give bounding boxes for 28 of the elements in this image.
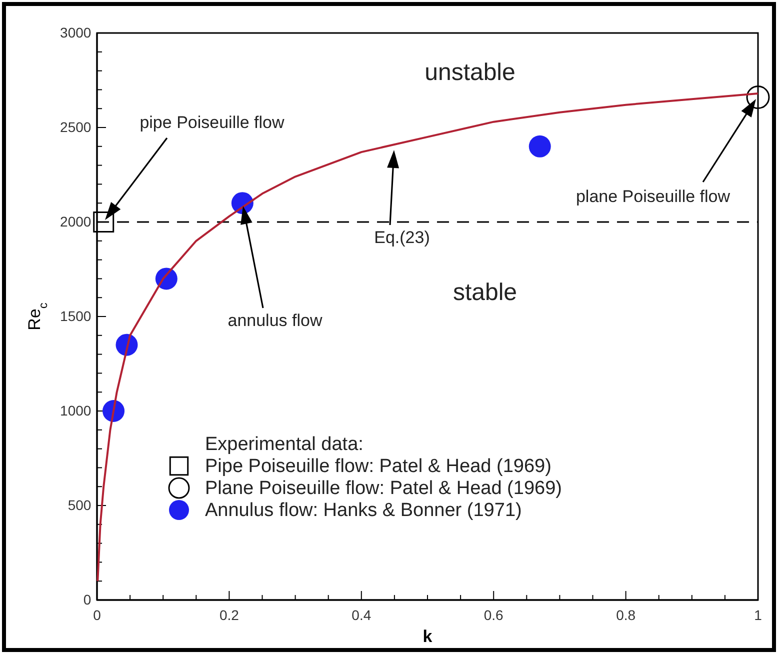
y-tick-label: 2500 bbox=[60, 118, 92, 135]
x-tick-label: 0 bbox=[93, 606, 102, 623]
y-tick-label: 500 bbox=[68, 496, 92, 513]
point bbox=[93, 212, 114, 232]
x-tick-label: 0.4 bbox=[352, 606, 372, 623]
annotation: unstable bbox=[424, 59, 516, 86]
annotation: pipe Poiseuille flow bbox=[140, 113, 286, 132]
y-tick-label: 2000 bbox=[60, 213, 92, 230]
point bbox=[746, 86, 770, 109]
legend-label: Plane Poiseuille flow: Patel & Head (1969) bbox=[205, 478, 562, 499]
annotation: annulus flow bbox=[228, 311, 323, 330]
y-tick-label: 1500 bbox=[60, 308, 92, 324]
x-tick-label: 0.8 bbox=[616, 606, 636, 623]
y-tick-label: 3000 bbox=[60, 24, 92, 40]
y-tick-label: 1000 bbox=[60, 402, 92, 418]
point bbox=[528, 135, 551, 158]
line-series bbox=[96, 92, 759, 582]
x-tick-label: 1 bbox=[754, 606, 762, 623]
legend-title: Experimental data: bbox=[205, 434, 364, 455]
x-tick-label: 0.6 bbox=[484, 606, 504, 623]
legend-label: Pipe Poiseuille flow: Patel & Head (1969) bbox=[205, 456, 552, 477]
annotation: stable bbox=[452, 279, 518, 306]
y-tick-label: 0 bbox=[83, 591, 92, 608]
annotation: plane Poiseuille flow bbox=[576, 187, 731, 206]
x-axis-title: k bbox=[422, 627, 433, 646]
legend-label: Annulus flow: Hanks & Bonner (1971) bbox=[205, 500, 522, 521]
annotation: Eq.(23) bbox=[374, 228, 430, 247]
x-tick-label: 0.2 bbox=[219, 606, 240, 623]
